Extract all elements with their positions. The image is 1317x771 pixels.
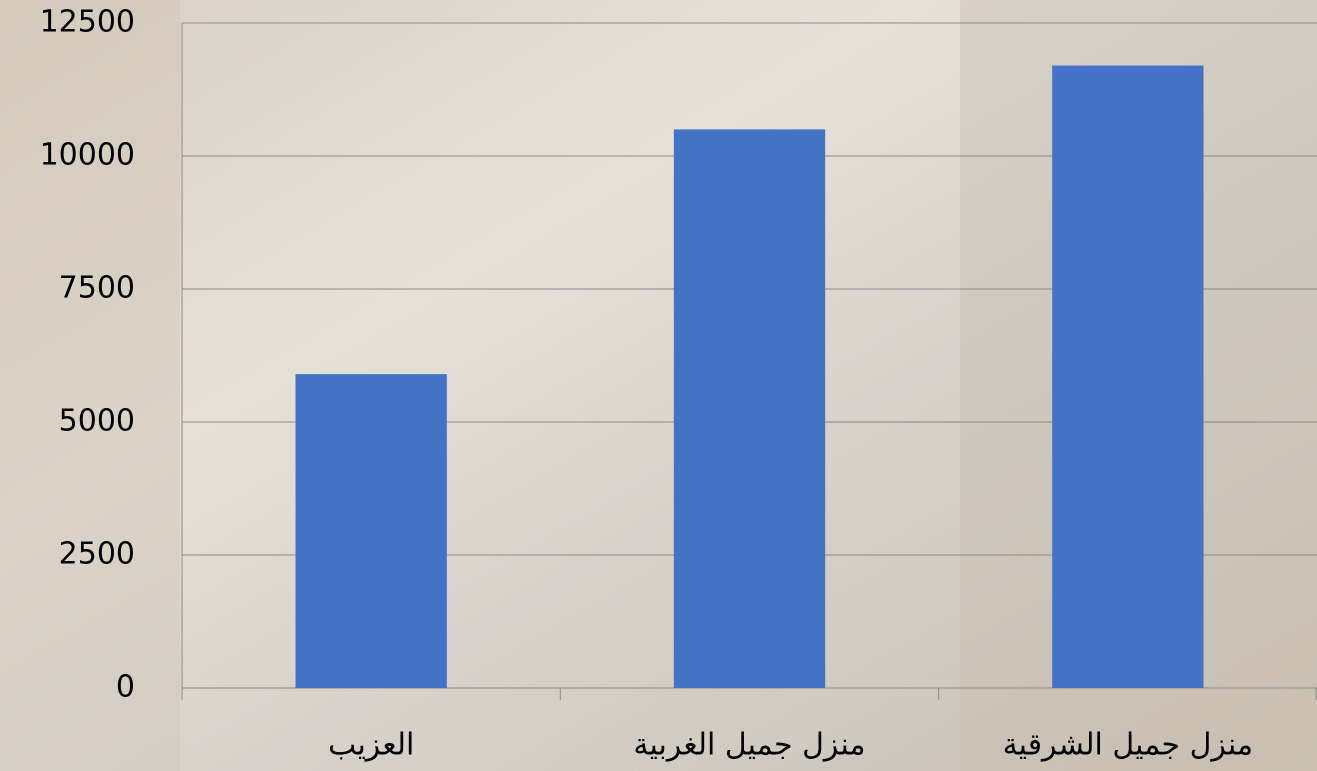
y-tick-label: 10000 [40,138,135,173]
bar [1052,66,1203,688]
x-tick-label: منزل جميل الشرقية [1003,728,1253,763]
y-tick-label: 2500 [59,537,135,572]
y-tick-label: 5000 [59,404,135,439]
x-tick-label: منزل جميل الغربية [633,728,865,763]
y-tick-label: 12500 [40,5,135,40]
y-tick-label: 0 [116,670,135,705]
x-tick-label: العزيب [328,728,414,763]
background-shade [0,0,180,771]
y-tick-label: 7500 [59,271,135,306]
bar [296,374,447,688]
bar [674,129,825,688]
chart: 0 2500 5000 7500 10000 12500 العزيب منزل جميل ا… [0,0,1317,771]
